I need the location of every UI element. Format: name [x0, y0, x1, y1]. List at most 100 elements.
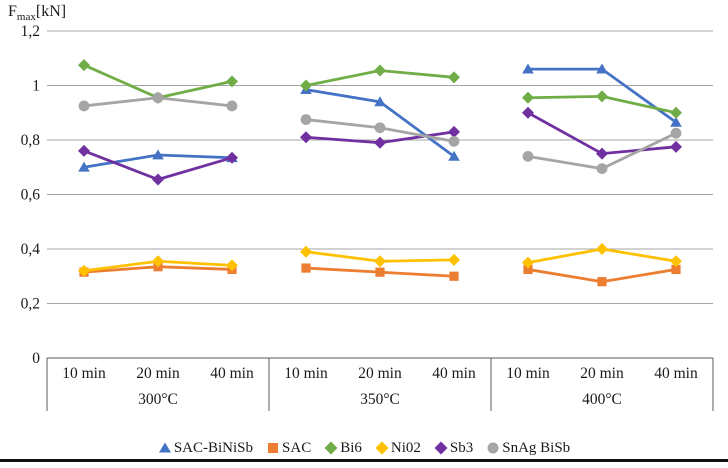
legend-marker-shape	[434, 441, 448, 455]
data-point-marker	[522, 91, 534, 104]
legend-marker-square-icon	[268, 443, 279, 453]
data-point-marker	[671, 264, 681, 275]
data-point-marker	[78, 100, 90, 112]
legend-item-Bi6: Bi6	[324, 440, 362, 457]
y-tick-label: 1	[32, 78, 40, 95]
legend-marker-triangle-icon	[158, 442, 171, 453]
data-point-marker	[226, 151, 238, 164]
data-point-marker	[301, 263, 311, 273]
data-point-marker	[152, 173, 164, 186]
data-point-marker	[374, 96, 386, 107]
data-point-marker	[78, 144, 90, 157]
data-point-marker	[596, 90, 608, 103]
legend-label: SnAg BiSb	[502, 439, 571, 456]
y-tick-label: 0	[32, 350, 40, 367]
x-group-label-temperature: 400°C	[582, 391, 622, 408]
data-point-marker	[522, 256, 534, 269]
data-point-marker	[448, 71, 460, 84]
legend-marker-diamond-icon	[324, 441, 338, 455]
data-point-marker	[522, 106, 534, 119]
y-axis-title: Fmax[kN]	[8, 3, 66, 23]
data-point-marker	[300, 131, 312, 144]
legend-marker-diamond-icon	[375, 441, 389, 455]
data-point-marker	[374, 255, 386, 268]
data-point-marker	[300, 114, 312, 125]
data-point-marker	[78, 264, 90, 277]
y-tick-label: 0,8	[21, 132, 41, 149]
data-point-marker	[300, 245, 312, 258]
legend-marker-shape	[375, 441, 389, 455]
data-point-marker	[78, 161, 90, 172]
y-tick-label: 1,2	[21, 23, 40, 40]
series-line-Sb3	[527, 111, 677, 156]
legend-marker-circle-icon	[487, 442, 499, 454]
legend-marker-shape	[324, 441, 338, 455]
x-tick-label-minutes: 20 min	[136, 365, 180, 382]
data-point-marker	[374, 64, 386, 77]
y-axis-title-prefix: F	[8, 3, 17, 20]
data-point-marker	[300, 79, 312, 92]
legend-item-Sb3: Sb3	[434, 440, 473, 457]
x-group-label-temperature: 350°C	[360, 391, 400, 408]
data-point-marker	[375, 267, 385, 277]
legend-label: SAC-BiNiSb	[173, 439, 254, 456]
data-point-marker	[597, 277, 607, 287]
y-tick-label: 0,4	[21, 241, 41, 258]
data-point-marker	[448, 150, 460, 161]
data-point-marker	[670, 116, 682, 127]
legend-marker-shape	[158, 442, 171, 453]
legend-item-SAC: SAC	[266, 440, 311, 457]
data-point-marker	[670, 106, 682, 119]
x-tick-label-minutes: 10 min	[506, 365, 550, 382]
data-point-marker	[523, 264, 533, 275]
data-point-marker	[522, 150, 534, 162]
legend-marker-diamond-icon	[434, 441, 448, 455]
legend-label: Ni02	[390, 439, 421, 456]
x-tick-label-minutes: 40 min	[210, 365, 254, 382]
chart-legend: SAC-BiNiSb SAC Bi6 Ni02 Sb3 SnAg BiSb	[0, 438, 728, 458]
data-point-marker	[449, 271, 459, 281]
data-point-marker	[670, 140, 682, 153]
legend-label: Sb3	[449, 439, 474, 456]
data-point-marker	[596, 147, 608, 160]
x-tick-label-minutes: 10 min	[62, 365, 106, 382]
data-point-marker	[78, 59, 90, 72]
legend-label: SAC	[282, 439, 312, 456]
x-tick-label-minutes: 40 min	[654, 365, 698, 382]
x-tick-label-minutes: 20 min	[358, 365, 402, 382]
x-tick-label-minutes: 40 min	[432, 365, 476, 382]
data-point-marker	[226, 100, 238, 112]
data-point-marker	[152, 255, 164, 268]
x-tick-label-minutes: 20 min	[580, 365, 624, 382]
legend-item-Ni02: Ni02	[375, 440, 421, 457]
data-point-marker	[596, 163, 608, 175]
x-tick-label-minutes: 10 min	[284, 365, 328, 382]
data-point-marker	[374, 136, 386, 149]
y-tick-label: 0,2	[21, 296, 40, 313]
data-point-marker	[670, 255, 682, 268]
data-point-marker	[596, 63, 608, 74]
data-point-marker	[448, 135, 460, 147]
legend-label: Bi6	[340, 439, 362, 456]
data-point-marker	[226, 75, 238, 88]
y-tick-label: 0,6	[21, 187, 41, 204]
x-group-label-temperature: 300°C	[138, 391, 178, 408]
data-point-marker	[522, 63, 534, 74]
data-point-marker	[670, 127, 682, 139]
legend-item-SAC-BiNiSb: SAC-BiNiSb	[158, 440, 253, 457]
data-point-marker	[152, 92, 164, 104]
data-point-marker	[448, 253, 460, 266]
data-point-marker	[226, 259, 238, 272]
legend-marker-shape	[268, 443, 279, 453]
figure-bottom-rule	[0, 459, 728, 462]
data-point-marker	[596, 243, 608, 255]
legend-marker-shape	[487, 442, 499, 454]
data-point-marker	[152, 149, 164, 160]
legend-item-SnAg-BiSb: SnAg BiSb	[486, 440, 570, 457]
data-point-marker	[448, 125, 460, 138]
y-axis-title-unit: [kN]	[35, 3, 67, 20]
data-point-marker	[374, 122, 386, 134]
y-axis-title-subscript: max	[16, 11, 36, 24]
